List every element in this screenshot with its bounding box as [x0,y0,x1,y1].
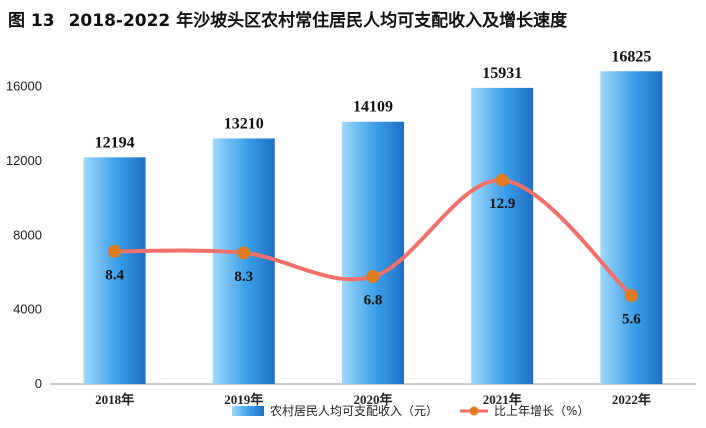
income-bar [83,157,146,384]
y-tick-label: 8000 [13,227,42,242]
growth-value-label: 6.8 [364,293,383,309]
chart-title: 图 13 2018-2022 年沙坡头区农村常住居民人均可支配收入及增长速度 [8,6,567,31]
growth-marker [366,270,380,284]
legend-income-label: 农村居民人均可支配收入（元） [270,404,438,418]
growth-value-label: 5.6 [622,312,641,328]
x-category-label: 2018年 [95,392,134,407]
y-tick-label: 0 [35,376,42,391]
income-bar [471,87,534,385]
legend-marker-swatch [469,406,479,416]
growth-marker [495,173,509,187]
growth-value-label: 8.3 [234,269,253,285]
growth-marker [237,246,251,260]
growth-value-label: 8.4 [105,267,124,283]
growth-value-label: 12.9 [489,196,515,212]
y-tick-label: 12000 [6,153,42,168]
growth-line [112,178,634,298]
growth-marker [108,244,122,258]
legend-bar-swatch [232,406,264,416]
income-bar [600,71,663,385]
income-value-label: 12194 [95,134,135,151]
x-category-label: 2019年 [224,392,263,407]
income-value-label: 13210 [224,115,264,132]
figure-title: 2018-2022 年沙坡头区农村常住居民人均可支配收入及增长速度 [68,11,568,31]
y-tick-label: 16000 [6,79,42,94]
legend-growth-label: 比上年增长（%） [494,404,589,418]
x-category-label: 2020年 [353,392,392,407]
income-bar [212,138,275,384]
income-bar [342,121,404,384]
x-category-label: 2022年 [612,392,651,407]
income-value-label: 16825 [611,48,651,65]
x-category-label: 2021年 [483,392,522,407]
growth-marker [624,289,638,303]
income-value-label: 15931 [482,65,522,82]
income-value-label: 14109 [353,99,393,116]
figure-number: 图 13 [8,11,55,31]
y-tick-label: 4000 [13,302,42,317]
